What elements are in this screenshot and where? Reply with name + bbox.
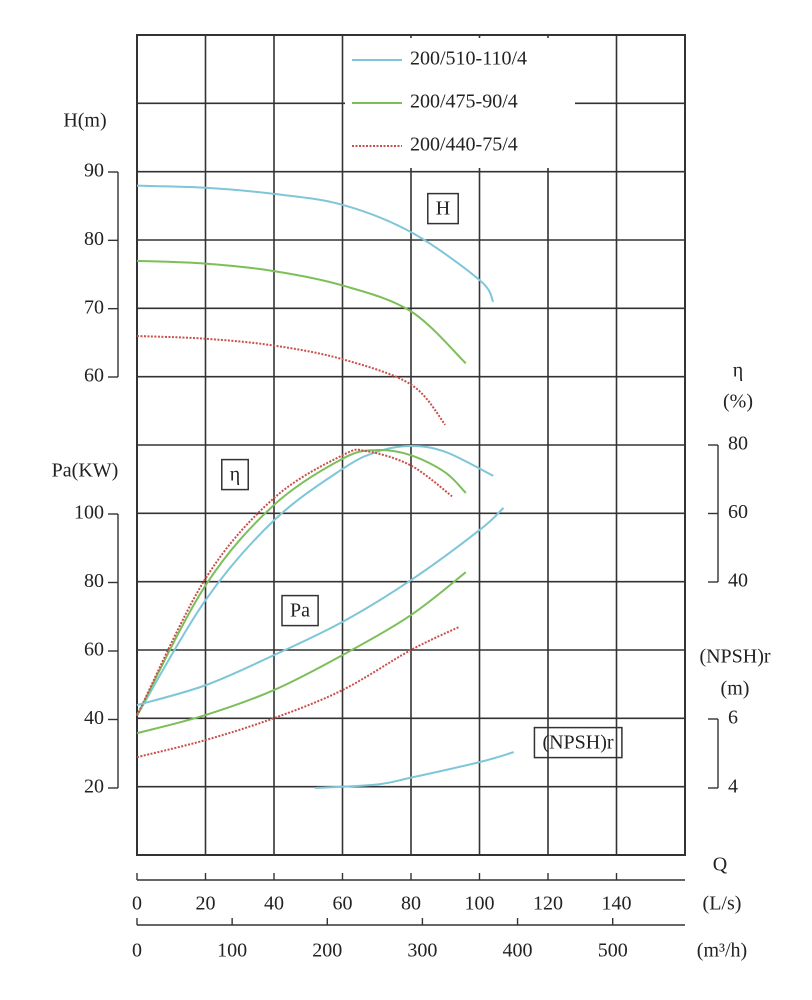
y-tick-label: 90: [84, 160, 104, 182]
x-tick-label: 60: [333, 893, 353, 915]
x-tick-label: 120: [533, 893, 563, 915]
x2-tick-label: 300: [407, 940, 437, 962]
legend-label: 200/510-110/4: [410, 48, 527, 70]
y-tick-label: 80: [84, 570, 104, 592]
plot-frame: [136, 34, 686, 856]
y-axis-label: (NPSH)r: [699, 646, 770, 668]
x2-axis-unit: (m³/h): [697, 940, 747, 962]
y-tick-label: 70: [84, 296, 104, 318]
y-tick-label: 6: [728, 707, 738, 729]
x-tick-label: 40: [264, 893, 284, 915]
y-tick-label: 60: [84, 365, 104, 387]
curve: [315, 751, 515, 789]
y-axis-label: η: [733, 360, 743, 382]
y-tick-label: 4: [728, 776, 738, 798]
curve-annotation: H: [436, 198, 450, 220]
curve: [136, 571, 467, 735]
y-tick-label: 40: [728, 570, 748, 592]
annotation-box: [281, 594, 319, 627]
y-tick-label: 80: [84, 228, 104, 250]
curve: [136, 448, 453, 717]
curve-annotation: η: [230, 464, 240, 486]
annotation-box: [221, 458, 249, 491]
y-tick-label: 60: [728, 501, 748, 523]
curve: [136, 259, 467, 365]
x2-tick-label: 100: [217, 940, 247, 962]
curve: [136, 449, 467, 717]
y-axis-unit: (m): [721, 678, 750, 700]
x2-tick-label: 200: [312, 940, 342, 962]
annotation-box: [427, 192, 459, 225]
legend-label: 200/440-75/4: [410, 134, 518, 156]
y-tick-label: 100: [74, 502, 104, 524]
annotation-box: [533, 726, 623, 759]
x2-tick-label: 400: [503, 940, 533, 962]
x-tick-label: 20: [196, 893, 216, 915]
y-tick-label: 80: [728, 433, 748, 455]
y-axis-label: H(m): [63, 110, 106, 132]
x-tick-label: 100: [465, 893, 495, 915]
y-tick-label: 40: [84, 707, 104, 729]
curve: [136, 507, 505, 707]
x-tick-label: 140: [602, 893, 632, 915]
x-axis-unit: (L/s): [703, 893, 742, 915]
curve: [136, 184, 495, 303]
curve: [136, 445, 494, 717]
curve: [136, 626, 460, 759]
x2-tick-label: 0: [132, 940, 142, 962]
curve-annotation: Pa: [290, 600, 310, 622]
x2-tick-label: 500: [598, 940, 628, 962]
x-tick-label: 0: [132, 893, 142, 915]
legend-label: 200/475-90/4: [410, 91, 518, 113]
y-tick-label: 60: [84, 639, 104, 661]
x-tick-label: 80: [401, 893, 421, 915]
y-axis-label: Pa(KW): [52, 460, 119, 482]
x-axis-label: Q: [713, 854, 728, 876]
curve-annotation: (NPSH)r: [542, 732, 613, 754]
y-axis-unit: (%): [723, 391, 753, 413]
curve: [136, 335, 447, 426]
y-tick-label: 20: [84, 776, 104, 798]
